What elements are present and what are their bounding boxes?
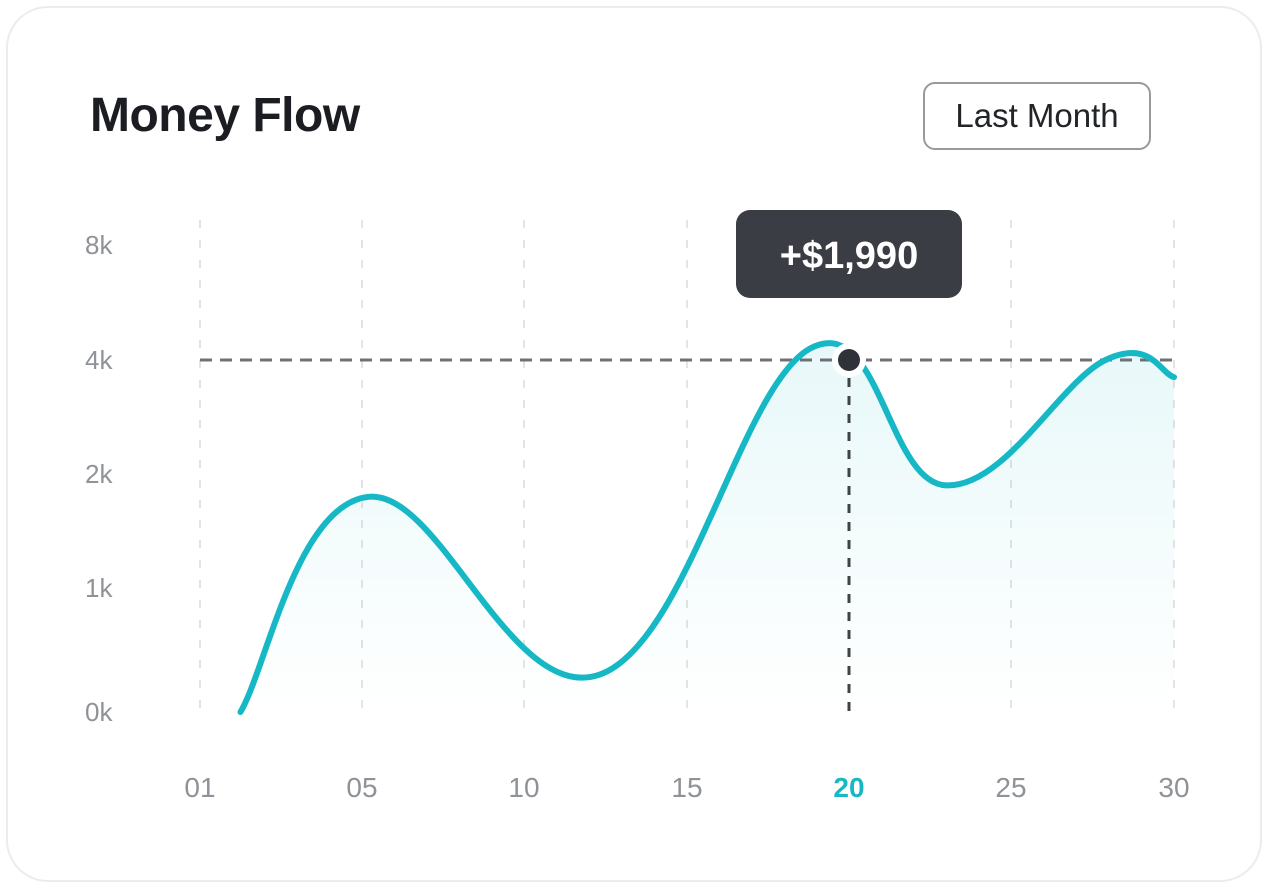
y-tick-label: 1k [85, 573, 113, 603]
tooltip-label: +$1,990 [780, 235, 918, 277]
x-tick-label: 05 [346, 772, 377, 803]
period-select-button[interactable]: Last Month [923, 82, 1151, 150]
x-tick-label: 01 [184, 772, 215, 803]
card-title: Money Flow [90, 89, 360, 142]
x-tick-label: 10 [508, 772, 539, 803]
data-point-marker [838, 349, 860, 371]
tooltip-box [736, 210, 962, 298]
series-line [237, 340, 1177, 715]
y-tick-label: 8k [85, 230, 113, 260]
y-tick-label: 2k [85, 459, 113, 489]
x-tick-label: 15 [671, 772, 702, 803]
y-tick-label: 0k [85, 697, 113, 727]
x-tick-label: 25 [995, 772, 1026, 803]
x-tick-label: 30 [1158, 772, 1189, 803]
y-tick-label: 4k [85, 345, 113, 375]
x-tick-label: 20 [833, 772, 864, 803]
